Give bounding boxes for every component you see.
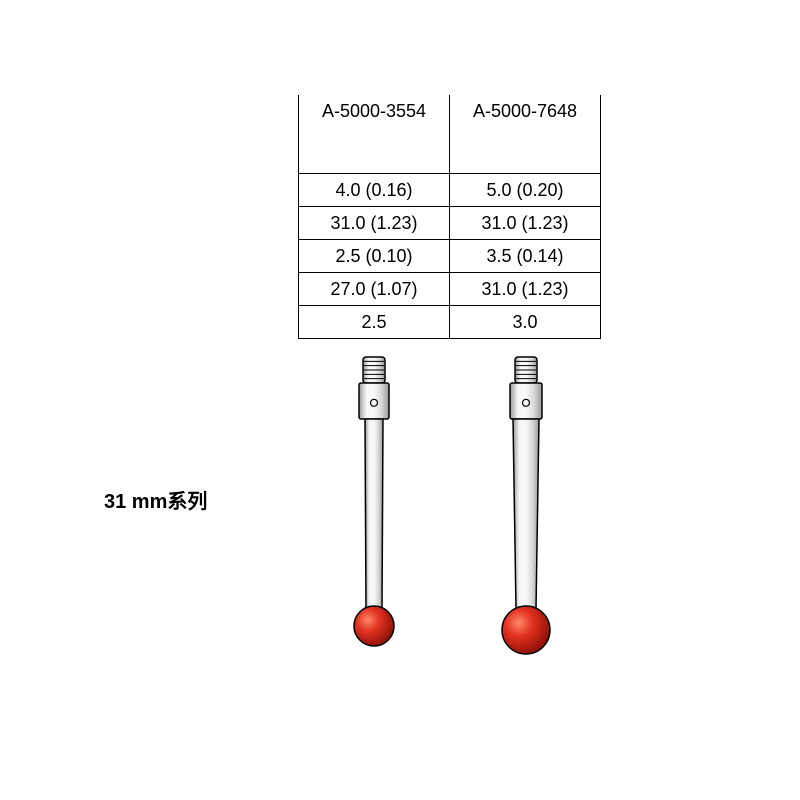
header-cell-1: A-5000-7648 — [450, 95, 601, 174]
table-row: 27.0 (1.07) 31.0 (1.23) — [299, 273, 601, 306]
probe-illustration-1 — [492, 355, 560, 665]
cell: 5.0 (0.20) — [450, 174, 601, 207]
cell: 2.5 (0.10) — [299, 240, 450, 273]
probe-cell-1 — [450, 355, 602, 665]
table-row: 2.5 (0.10) 3.5 (0.14) — [299, 240, 601, 273]
cell: 4.0 (0.16) — [299, 174, 450, 207]
table-row: 4.0 (0.16) 5.0 (0.20) — [299, 174, 601, 207]
header-cell-0: A-5000-3554 — [299, 95, 450, 174]
cell: 3.0 — [450, 306, 601, 339]
cell: 31.0 (1.23) — [299, 207, 450, 240]
spec-table-container: A-5000-3554 A-5000-7648 4.0 (0.16) 5.0 (… — [298, 95, 601, 339]
cell: 3.5 (0.14) — [450, 240, 601, 273]
spec-table: A-5000-3554 A-5000-7648 4.0 (0.16) 5.0 (… — [298, 95, 601, 339]
table-row: 2.5 3.0 — [299, 306, 601, 339]
cell: 27.0 (1.07) — [299, 273, 450, 306]
table-body: 4.0 (0.16) 5.0 (0.20) 31.0 (1.23) 31.0 (… — [299, 174, 601, 339]
table-header-row: A-5000-3554 A-5000-7648 — [299, 95, 601, 174]
table-row: 31.0 (1.23) 31.0 (1.23) — [299, 207, 601, 240]
probe-illustration-0 — [344, 355, 404, 665]
series-label: 31 mm系列 — [104, 485, 207, 514]
cell: 2.5 — [299, 306, 450, 339]
cell: 31.0 (1.23) — [450, 207, 601, 240]
probe-cell-0 — [298, 355, 450, 665]
cell: 31.0 (1.23) — [450, 273, 601, 306]
probes-row — [298, 355, 602, 665]
